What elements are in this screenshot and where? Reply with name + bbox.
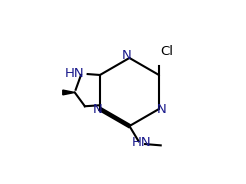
Polygon shape bbox=[63, 90, 75, 95]
Text: Cl: Cl bbox=[160, 45, 173, 59]
Text: N: N bbox=[156, 102, 166, 116]
Text: N: N bbox=[93, 102, 102, 116]
Text: HN: HN bbox=[65, 67, 84, 80]
Text: HN: HN bbox=[132, 136, 151, 149]
Text: N: N bbox=[122, 49, 132, 62]
